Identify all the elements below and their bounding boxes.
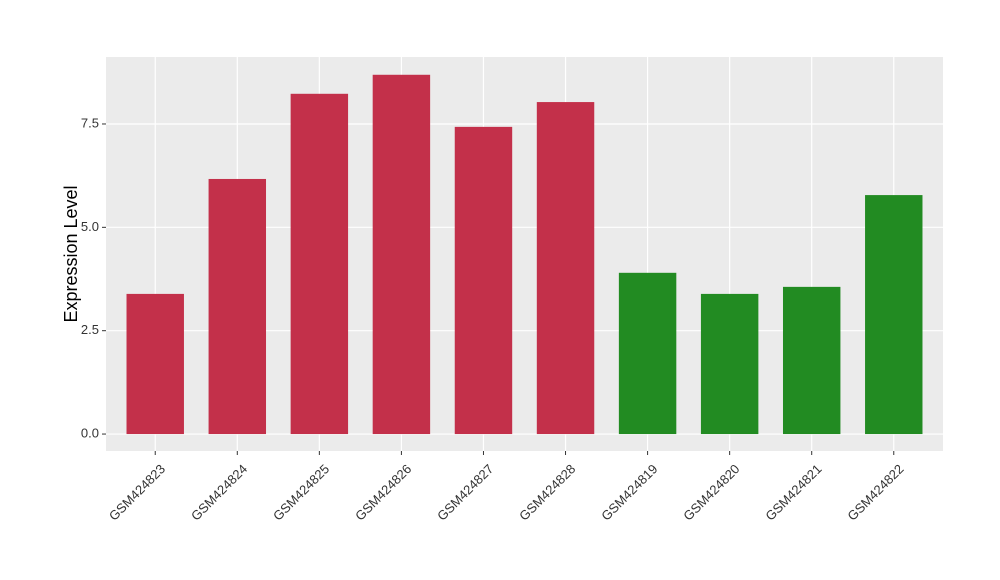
y-tick-label: 7.5 <box>81 115 99 130</box>
x-tick-label: GSM424825 <box>270 461 332 523</box>
x-tick-label: GSM424820 <box>680 461 742 523</box>
x-tick-label: GSM424822 <box>844 461 906 523</box>
y-axis-title: Expression Level <box>61 185 81 322</box>
x-tick-label: GSM424819 <box>598 461 660 523</box>
x-tick-label: GSM424828 <box>516 461 578 523</box>
bar <box>536 102 595 435</box>
x-tick-label: GSM424823 <box>106 461 168 523</box>
x-tick-label: GSM424826 <box>352 461 414 523</box>
bar <box>126 293 184 435</box>
bar <box>865 195 923 435</box>
bar <box>372 74 431 435</box>
bar <box>208 178 267 435</box>
y-tick-label: 5.0 <box>81 219 99 234</box>
bar <box>618 272 677 435</box>
bar <box>782 286 841 435</box>
x-tick-label: GSM424827 <box>434 461 496 523</box>
x-tick-label: GSM424824 <box>188 461 250 523</box>
x-tick-label: GSM424821 <box>762 461 824 523</box>
y-tick-label: 2.5 <box>81 322 99 337</box>
y-tick-label: 0.0 <box>81 425 99 440</box>
bar <box>700 293 759 435</box>
bar <box>290 93 349 435</box>
bar <box>454 126 513 435</box>
